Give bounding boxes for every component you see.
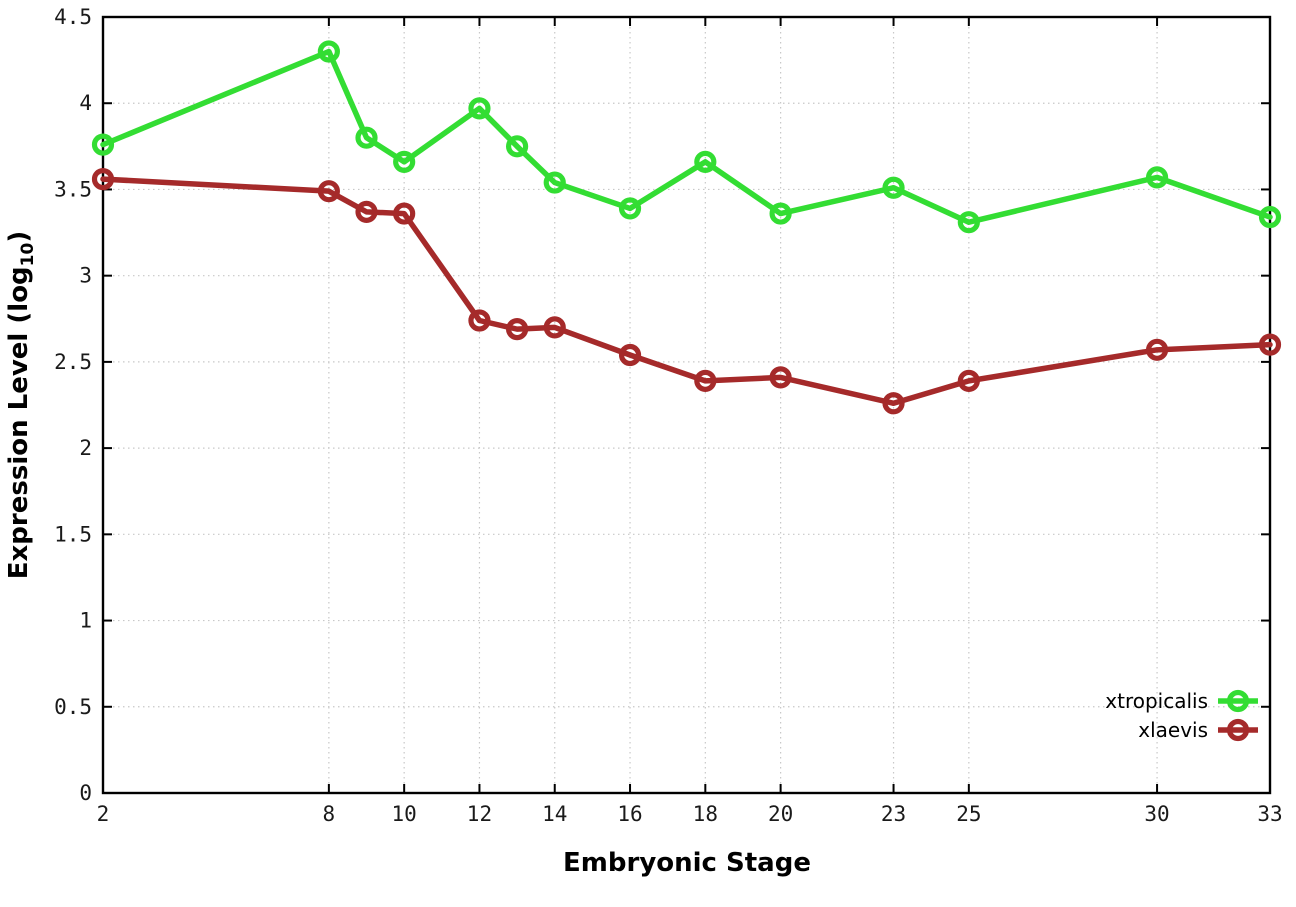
y-tick-label-4: 4: [79, 91, 92, 115]
series-point-xtropicalis-25: [957, 211, 980, 234]
y-tick-label-1: 1: [79, 609, 92, 633]
x-tick-label-25: 25: [956, 802, 981, 826]
series-point-xlaevis-12: [468, 309, 491, 332]
series-point-xlaevis-20: [769, 366, 792, 389]
series-point-xlaevis-25: [957, 369, 980, 392]
series-point-xlaevis-10: [393, 202, 416, 225]
x-tick-label-18: 18: [693, 802, 718, 826]
y-tick-label-2: 2: [79, 436, 92, 460]
x-tick-label-10: 10: [392, 802, 417, 826]
series-point-xtropicalis-18: [694, 150, 717, 173]
series-point-xlaevis-33: [1258, 333, 1282, 356]
y-tick-label-4.5: 4.5: [54, 5, 92, 29]
y-tick-label-0: 0: [79, 781, 92, 805]
legend-label-xlaevis: xlaevis: [1138, 718, 1208, 742]
series-point-xtropicalis-33: [1258, 205, 1282, 229]
x-axis-title: Embryonic Stage: [563, 848, 811, 878]
x-tick-label-12: 12: [467, 802, 492, 826]
series-point-xtropicalis-14: [543, 171, 566, 194]
y-axis-title-close: ): [3, 230, 34, 243]
series-line-xtropicalis: [100, 48, 1273, 225]
series-point-xlaevis-13: [505, 318, 529, 341]
series-point-xlaevis-9: [355, 200, 378, 223]
y-axis-title: Expression Level (log10): [4, 231, 38, 579]
series-point-xtropicalis-23: [882, 176, 905, 199]
x-tick-label-2: 2: [97, 802, 110, 826]
x-tick-label-30: 30: [1144, 802, 1169, 826]
series-point-xtropicalis-12: [468, 97, 491, 120]
series-point-xtropicalis-30: [1145, 166, 1169, 189]
y-tick-label-2.5: 2.5: [54, 350, 92, 374]
series-point-xtropicalis-20: [769, 202, 792, 225]
legend-marker-xtropicalis: [1226, 689, 1250, 713]
x-tick-label-23: 23: [881, 802, 906, 826]
series-point-xlaevis-8: [317, 180, 340, 203]
plot-border: [101, 15, 1272, 795]
series-point-xlaevis-23: [882, 392, 905, 415]
series-point-xtropicalis-13: [505, 135, 529, 158]
series-point-xlaevis-30: [1145, 338, 1169, 361]
y-axis-title-text: Expression Level (log: [3, 266, 34, 580]
series-point-xtropicalis-10: [393, 150, 416, 173]
series-line-xlaevis: [100, 176, 1273, 407]
series-point-xtropicalis-2: [91, 133, 115, 156]
series-point-xlaevis-18: [694, 369, 717, 392]
x-tick-label-33: 33: [1257, 802, 1282, 826]
y-tick-label-3: 3: [79, 264, 92, 288]
series-point-xtropicalis-8: [317, 40, 340, 63]
y-tick-label-1.5: 1.5: [54, 522, 92, 546]
y-tick-label-0.5: 0.5: [54, 695, 92, 719]
series-point-xlaevis-14: [543, 316, 566, 339]
x-tick-label-8: 8: [323, 802, 336, 826]
y-axis-title-subscript: 10: [18, 242, 39, 267]
y-tick-label-3.5: 3.5: [54, 177, 92, 201]
series-point-xlaevis-2: [91, 167, 115, 191]
series-point-xtropicalis-16: [618, 197, 642, 220]
series-point-xlaevis-16: [618, 343, 642, 367]
series-point-xtropicalis-9: [355, 126, 378, 149]
legend-label-xtropicalis: xtropicalis: [1105, 689, 1208, 713]
x-tick-label-14: 14: [542, 802, 567, 826]
x-tick-label-20: 20: [768, 802, 793, 826]
x-tick-label-16: 16: [617, 802, 642, 826]
legend-marker-xlaevis: [1226, 718, 1250, 742]
